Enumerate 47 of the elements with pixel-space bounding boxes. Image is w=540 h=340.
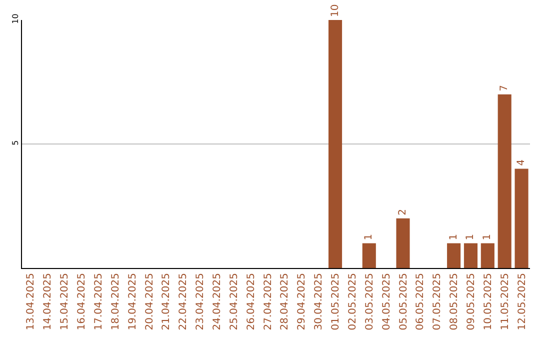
x-tick-label: 08.05.2025	[449, 273, 460, 330]
bar	[447, 243, 461, 268]
data-label: 2	[398, 209, 408, 216]
data-label: 10	[330, 4, 341, 17]
x-tick-label: 14.04.2025	[42, 273, 54, 330]
x-tick-label: 18.04.2025	[110, 273, 122, 330]
x-tick-label: 26.04.2025	[246, 273, 257, 330]
x-tick-label: 30.04.2025	[314, 273, 325, 330]
x-tick-label: 17.04.2025	[93, 273, 104, 330]
x-tick-label: 02.05.2025	[347, 273, 358, 330]
bar	[498, 94, 512, 268]
bar	[514, 168, 528, 268]
data-label: 1	[364, 234, 375, 240]
x-tick-label: 27.04.2025	[262, 273, 274, 330]
x-tick-label: 15.04.2025	[60, 273, 71, 330]
bar	[362, 243, 376, 268]
x-tick-label: 19.04.2025	[127, 273, 138, 330]
x-tick-label: 12.05.2025	[516, 273, 528, 330]
x-tick-label: 28.04.2025	[280, 273, 291, 330]
data-label: 4	[516, 159, 528, 166]
x-tick-label: 11.05.2025	[500, 273, 511, 330]
bar	[396, 218, 410, 268]
data-label: 1	[448, 234, 460, 240]
x-tick-label: 06.05.2025	[415, 273, 426, 330]
bar	[464, 243, 478, 268]
data-label: 7	[499, 85, 510, 92]
x-tick-label: 29.04.2025	[296, 273, 308, 330]
data-label: 1	[465, 234, 476, 240]
x-tick-label: 20.04.2025	[144, 273, 156, 330]
x-tick-label: 04.05.2025	[381, 273, 392, 330]
x-tick-label: 23.04.2025	[195, 273, 206, 330]
x-tick-label: 10.05.2025	[482, 273, 494, 330]
x-tick-label: 09.05.2025	[466, 273, 477, 330]
x-tick-label: 03.05.2025	[364, 273, 376, 330]
y-tick-label: 5	[10, 140, 20, 146]
x-tick-label: 13.04.2025	[26, 273, 37, 330]
x-tick-label: 21.04.2025	[161, 273, 172, 330]
x-tick-label: 16.04.2025	[76, 273, 88, 330]
x-tick-label: 25.04.2025	[228, 273, 240, 330]
x-tick-label: 22.04.2025	[178, 273, 190, 330]
bar	[480, 243, 494, 268]
x-tick-label: 05.05.2025	[398, 273, 410, 330]
data-label: 1	[482, 234, 494, 240]
x-tick-label: 24.04.2025	[212, 273, 223, 330]
x-tick-label: 01.05.2025	[330, 273, 342, 330]
x-tick-label: 07.05.2025	[432, 273, 444, 330]
bar	[328, 20, 342, 268]
